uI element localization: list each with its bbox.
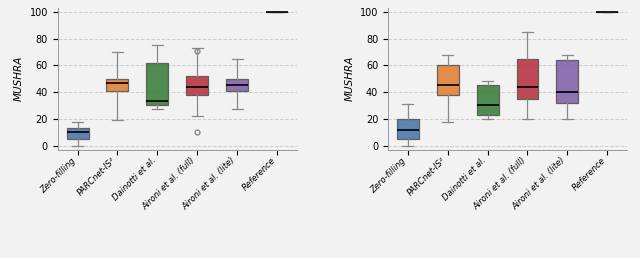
PathPatch shape	[556, 60, 579, 103]
PathPatch shape	[477, 85, 499, 115]
Y-axis label: MUSHRA: MUSHRA	[14, 56, 24, 101]
PathPatch shape	[226, 79, 248, 91]
PathPatch shape	[436, 65, 459, 95]
PathPatch shape	[67, 128, 88, 139]
PathPatch shape	[186, 76, 208, 95]
PathPatch shape	[516, 59, 538, 99]
Y-axis label: MUSHRA: MUSHRA	[344, 56, 354, 101]
PathPatch shape	[106, 79, 129, 91]
PathPatch shape	[397, 119, 419, 139]
PathPatch shape	[147, 63, 168, 106]
